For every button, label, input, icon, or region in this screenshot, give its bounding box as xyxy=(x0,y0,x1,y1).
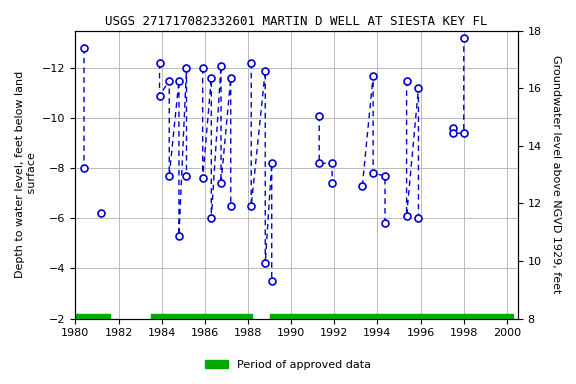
Legend: Period of approved data: Period of approved data xyxy=(201,356,375,375)
Y-axis label: Groundwater level above NGVD 1929, feet: Groundwater level above NGVD 1929, feet xyxy=(551,55,561,294)
Title: USGS 271717082332601 MARTIN D WELL AT SIESTA KEY FL: USGS 271717082332601 MARTIN D WELL AT SI… xyxy=(105,15,488,28)
Y-axis label: Depth to water level, feet below land
 surface: Depth to water level, feet below land su… xyxy=(15,71,37,278)
